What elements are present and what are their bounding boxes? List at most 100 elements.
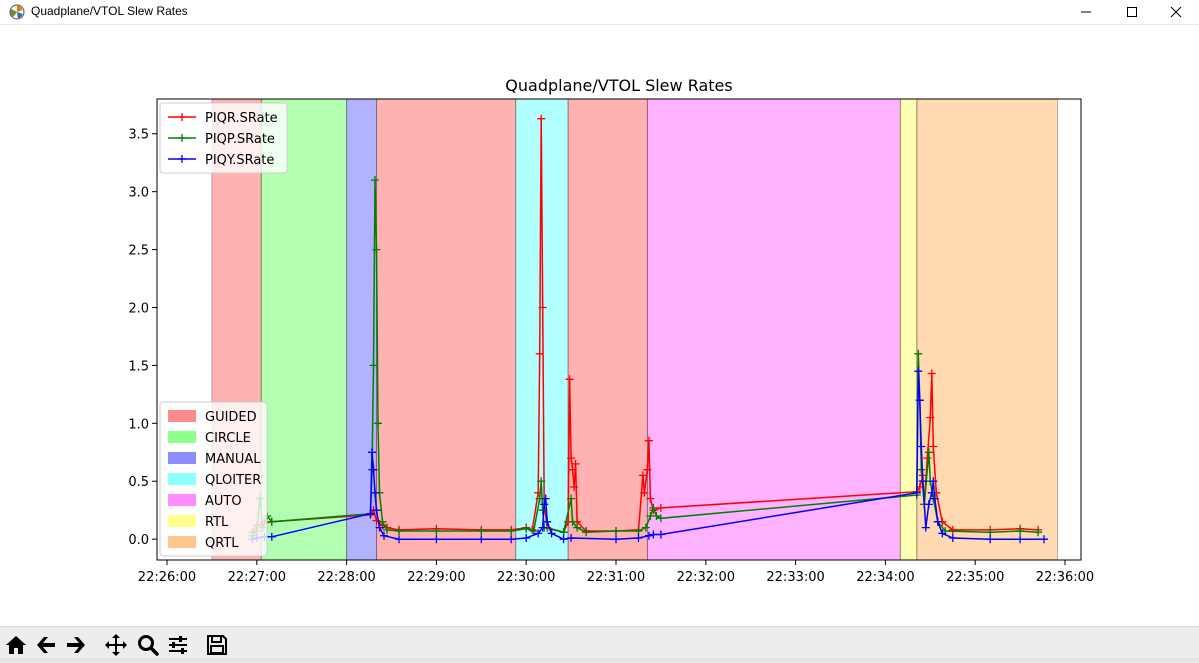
x-tick-label: 22:34:00 bbox=[856, 570, 914, 585]
series-marker-piqy-srate bbox=[543, 517, 552, 526]
minimize-button[interactable] bbox=[1063, 0, 1109, 24]
series-marker-piqy-srate bbox=[567, 534, 576, 542]
mode-span-guided bbox=[567, 98, 648, 561]
axes-frame bbox=[156, 98, 1082, 561]
series-marker-piqy-srate bbox=[540, 500, 549, 509]
series-marker-piqr-srate bbox=[565, 375, 574, 384]
save-button[interactable] bbox=[203, 631, 231, 659]
back-button[interactable] bbox=[32, 631, 60, 659]
x-tick-label: 22:33:00 bbox=[766, 570, 824, 585]
legend-mode-swatch bbox=[168, 473, 196, 485]
legend-mode-label: MANUAL bbox=[205, 452, 261, 467]
series-marker-piqy-srate bbox=[634, 534, 643, 542]
x-tick-label: 22:27:00 bbox=[228, 570, 286, 585]
series-marker-piqy-srate bbox=[612, 535, 620, 544]
series-marker-piqy-srate bbox=[915, 396, 924, 405]
legend-series-marker bbox=[178, 134, 186, 142]
series-marker-piqr-srate bbox=[644, 436, 653, 445]
series-marker-piqp-srate bbox=[522, 524, 531, 533]
series-marker-piqr-srate bbox=[638, 471, 647, 480]
maximize-icon bbox=[1127, 7, 1137, 17]
series-marker-piqp-srate bbox=[507, 527, 516, 535]
mode-span-guided bbox=[376, 98, 517, 561]
series-marker-piqy-srate bbox=[477, 535, 486, 544]
series-marker-piqr-srate bbox=[640, 488, 649, 497]
series-marker-piqp-srate bbox=[924, 448, 933, 457]
series-marker-piqy-srate bbox=[547, 529, 556, 538]
series-marker-piqy-srate bbox=[1016, 535, 1025, 544]
y-tick-label: 0.5 bbox=[128, 475, 149, 490]
floppy-disk-icon bbox=[207, 635, 227, 655]
series-marker-piqy-srate bbox=[918, 477, 927, 486]
close-button[interactable] bbox=[1153, 0, 1199, 24]
legend-mode-label: QRTL bbox=[205, 536, 239, 551]
magnifier-icon bbox=[138, 635, 159, 656]
x-tick-label: 22:32:00 bbox=[677, 570, 735, 585]
close-icon bbox=[1170, 6, 1182, 18]
y-tick-label: 2.5 bbox=[128, 244, 149, 259]
series-marker-piqr-srate bbox=[535, 349, 544, 358]
window-bottom-edge bbox=[0, 658, 1199, 662]
series-marker-piqy-srate bbox=[914, 367, 923, 376]
series-marker-piqr-srate bbox=[372, 516, 381, 525]
series-marker-piqy-srate bbox=[369, 465, 378, 474]
chart[interactable]: 22:26:00 22:27:00 22:28:00 22:29:00 22:30:00… bbox=[0, 25, 1199, 626]
series-marker-piqr-srate bbox=[923, 454, 932, 463]
sliders-icon bbox=[169, 636, 187, 654]
series-marker-piqy-srate bbox=[929, 477, 938, 486]
series-marker-piqp-srate bbox=[652, 512, 661, 520]
mode-span-qrtl bbox=[916, 98, 1059, 561]
series-marker-piqy-srate bbox=[1040, 535, 1048, 544]
x-tick-label: 22:29:00 bbox=[407, 570, 465, 585]
pan-button[interactable] bbox=[102, 631, 130, 659]
legend-modes-box bbox=[159, 401, 268, 557]
zoom-button[interactable] bbox=[134, 631, 162, 659]
series-marker-piqy-srate bbox=[924, 500, 933, 509]
series-marker-piqr-srate bbox=[568, 465, 577, 474]
legend-mode-swatch bbox=[168, 452, 196, 464]
legend-mode-swatch bbox=[168, 536, 196, 548]
series-marker-piqr-srate bbox=[567, 454, 576, 463]
y-tick-label: 3.5 bbox=[128, 128, 149, 143]
series-marker-piqy-srate bbox=[538, 523, 547, 532]
series-marker-piqp-srate bbox=[649, 503, 658, 512]
home-icon bbox=[6, 636, 26, 654]
legend-mode-swatch bbox=[168, 431, 196, 443]
series-marker-piqr-srate bbox=[926, 413, 935, 422]
series-marker-piqp-srate bbox=[568, 517, 577, 526]
legend-mode-swatch bbox=[168, 494, 196, 506]
series-marker-piqy-srate bbox=[649, 530, 658, 539]
series-marker-piqp-srate bbox=[477, 527, 486, 535]
series-marker-piqr-srate bbox=[537, 114, 546, 123]
series-marker-piqy-srate bbox=[938, 529, 947, 538]
maximize-button[interactable] bbox=[1109, 0, 1155, 24]
series-marker-piqp-srate bbox=[1016, 527, 1025, 535]
figure-canvas[interactable]: 22:26:00 22:27:00 22:28:00 22:29:00 22:30:00… bbox=[0, 25, 1199, 626]
matplotlib-icon bbox=[9, 4, 25, 20]
mode-span-rtl bbox=[899, 98, 918, 561]
series-marker-piqy-srate bbox=[912, 488, 921, 497]
series-marker-piqp-srate bbox=[1034, 528, 1043, 537]
series-marker-piqy-srate bbox=[921, 523, 930, 532]
series-marker-piqp-srate bbox=[656, 514, 665, 523]
series-marker-piqy-srate bbox=[534, 529, 543, 538]
series-marker-piqp-srate bbox=[374, 419, 382, 428]
series-marker-piqr-srate bbox=[656, 503, 665, 512]
series-marker-piqp-srate bbox=[612, 527, 620, 535]
mode-span-manual bbox=[346, 98, 378, 561]
legend-series-label: PIQR.SRate bbox=[205, 111, 278, 126]
series-marker-piqp-srate bbox=[986, 528, 995, 537]
series-marker-piqy-srate bbox=[930, 494, 939, 503]
minimize-icon bbox=[1081, 11, 1091, 13]
series-marker-piqy-srate bbox=[267, 532, 276, 541]
series-marker-piqp-srate bbox=[641, 523, 650, 532]
x-tick-label: 22:30:00 bbox=[497, 570, 555, 585]
series-marker-piqy-srate bbox=[927, 488, 936, 497]
forward-button[interactable] bbox=[62, 631, 90, 659]
legend-mode-label: CIRCLE bbox=[205, 431, 251, 446]
legend-mode-label: GUIDED bbox=[205, 410, 257, 425]
configure-subplots-button[interactable] bbox=[164, 631, 192, 659]
legend-mode-swatch bbox=[168, 515, 196, 527]
home-button[interactable] bbox=[2, 631, 30, 659]
series-marker-piqy-srate bbox=[380, 531, 388, 540]
